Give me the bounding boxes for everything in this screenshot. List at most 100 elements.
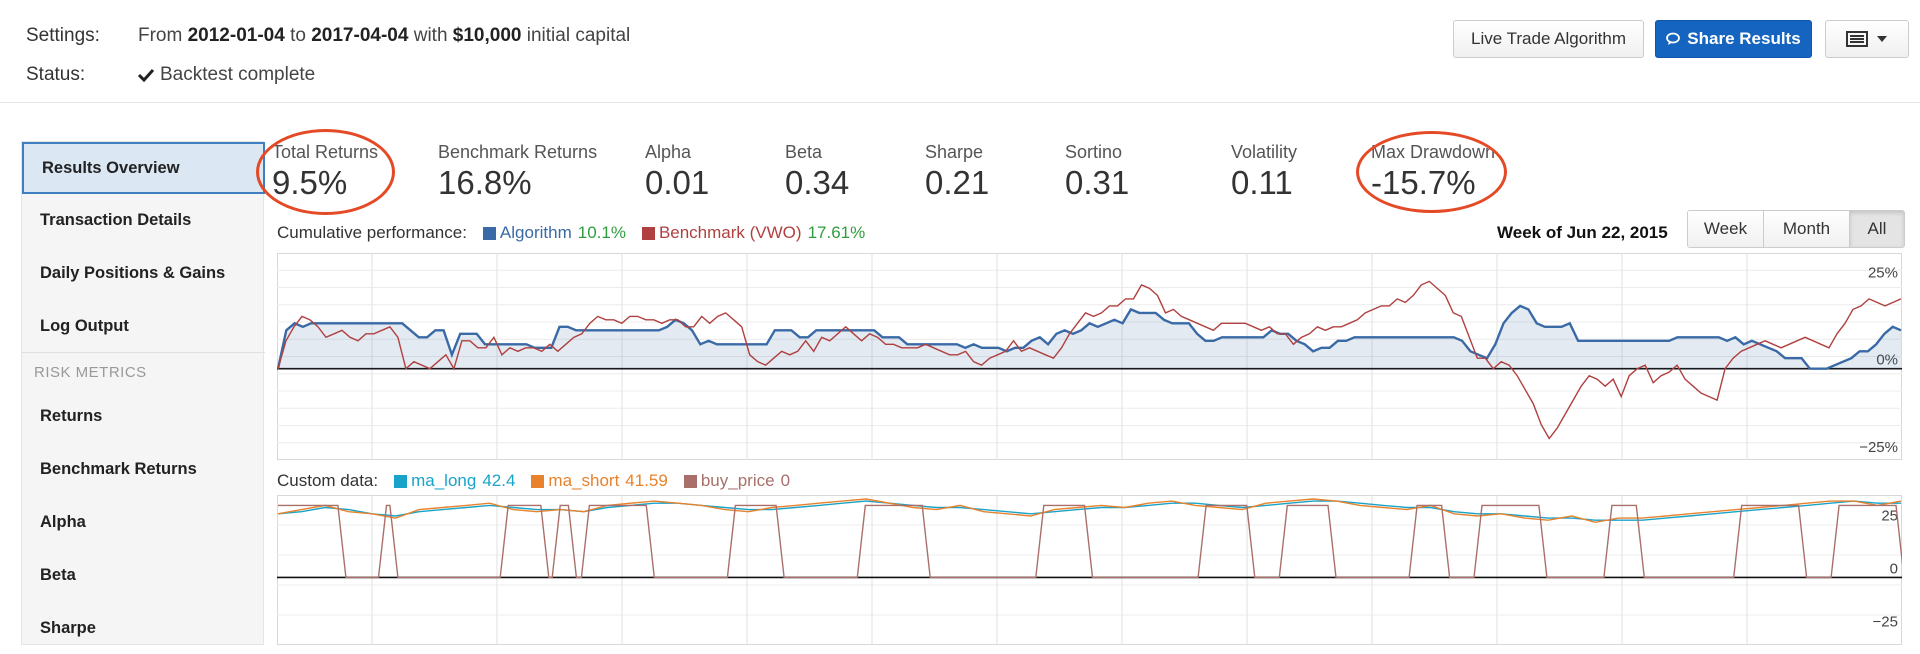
sidebar-item-label: Benchmark Returns [40,459,197,478]
week-of-label: Week of Jun 22, 2015 [1497,223,1668,242]
settings-text: From 2012-01-04 to 2017-04-04 with $10,0… [138,25,630,47]
legend-ma-long[interactable]: ma_long 42.4 [394,471,515,491]
metric-sharpe: Sharpe 0.21 [925,142,989,202]
live-trade-label: Live Trade Algorithm [1471,29,1626,48]
legend-ma-short-value: 41.59 [625,471,668,490]
sidebar-item-returns[interactable]: Returns [22,390,265,442]
series-line-ma-long [277,500,1901,521]
legend-ma-short-label: ma_short [548,471,620,490]
benchmark-swatch [641,226,655,240]
metric-sortino: Sortino 0.31 [1065,142,1129,202]
status-label: Status: [26,64,86,85]
settings-from: From [138,25,183,46]
buy-price-swatch [683,474,697,488]
legend-algorithm[interactable]: Algorithm 10.1% [482,223,626,243]
performance-legend: Cumulative performance: Algorithm 10.1% … [277,223,865,243]
sidebar-item-daily-positions[interactable]: Daily Positions & Gains [22,247,265,299]
sidebar-item-beta[interactable]: Beta [22,549,265,601]
sidebar-item-label: Results Overview [42,158,180,177]
metric-value: 0.21 [925,164,990,201]
series-line-algorithm [277,304,1902,370]
settings-label: Settings: [26,25,100,46]
highlight-circle-max-drawdown [1356,131,1507,213]
ma-short-swatch [531,474,545,488]
metric-label: Beta [785,142,823,162]
initial-capital: $10,000 [452,25,522,46]
legend-ma-long-label: ma_long [411,471,477,490]
chart-frame [277,495,1902,645]
performance-chart[interactable]: 25% 0% −25% [277,253,1902,460]
range-week-button[interactable]: Week [1688,211,1764,247]
custom-data-chart[interactable]: 25 0 −25 [277,495,1902,645]
series-line-buy-price [278,504,1902,579]
start-date: 2012-01-04 [187,25,285,46]
sidebar-item-benchmark-returns[interactable]: Benchmark Returns [22,443,265,495]
legend-ma-long-value: 42.4 [482,471,516,490]
custom-data-legend: Custom data: ma_long 42.4 ma_short 41.59… [277,471,790,491]
custom-data-label: Custom data: [277,471,379,490]
sidebar-item-label: Alpha [40,512,86,531]
metric-value: 0.01 [645,164,710,201]
legend-benchmark[interactable]: Benchmark (VWO) 17.61% [641,223,866,243]
legend-ma-short[interactable]: ma_short 41.59 [531,471,668,491]
comments-icon [1666,32,1681,45]
list-icon [1846,31,1868,47]
legend-algorithm-value: 10.1% [577,223,626,242]
y-tick-label: 25% [1868,264,1898,281]
share-label: Share Results [1687,29,1801,48]
range-month-button[interactable]: Month [1764,211,1850,247]
y-tick-label: −25 [1873,613,1898,630]
metric-label: Benchmark Returns [438,142,598,162]
metric-benchmark-returns: Benchmark Returns 16.8% [438,142,597,202]
settings-to: to [290,25,306,46]
metric-label: Volatility [1231,142,1298,162]
algorithm-swatch [482,226,496,240]
metric-label: Sortino [1065,142,1123,162]
end-date: 2017-04-04 [311,25,409,46]
range-all-button[interactable]: All [1850,211,1904,247]
sidebar-divider [22,352,265,353]
sidebar-item-sharpe[interactable]: Sharpe [22,602,265,654]
sidebar-item-label: Beta [40,565,76,584]
legend-buy-price[interactable]: buy_price 0 [683,471,790,491]
metric-value: 0.34 [785,164,850,201]
sidebar-item-label: Daily Positions & Gains [40,263,226,282]
legend-algorithm-label: Algorithm [499,223,572,242]
legend-benchmark-label: Benchmark (VWO) [658,223,802,242]
sidebar-item-results-overview[interactable]: Results Overview [22,142,265,194]
header: Settings: From 2012-01-04 to 2017-04-04 … [0,0,1920,103]
sidebar-item-label: Returns [40,406,103,425]
y-tick-label: 25 [1881,507,1898,524]
sidebar-item-label: Log Output [40,316,129,335]
algorithm-area [278,305,1901,369]
metric-label: Sharpe [925,142,984,162]
y-tick-label: 0 [1890,560,1898,577]
status-text: Backtest complete [160,64,316,85]
sidebar-item-label: Transaction Details [40,210,192,229]
view-menu-button[interactable] [1825,20,1909,58]
performance-label: Cumulative performance: [277,223,467,242]
settings-with: with [413,25,448,46]
settings-row: Settings: From 2012-01-04 to 2017-04-04 … [26,25,630,47]
status-row: Status: Backtest complete [26,64,315,86]
risk-metrics-heading: RISK METRICS [34,364,147,381]
y-tick-label: −25% [1859,439,1898,456]
metric-value: 0.31 [1065,164,1130,201]
sidebar-item-alpha[interactable]: Alpha [22,496,265,548]
sidebar-item-log-output[interactable]: Log Output [22,300,265,352]
y-tick-label: 0% [1876,352,1898,369]
status-value: Backtest complete [138,64,315,86]
share-results-button[interactable]: Share Results [1655,20,1812,58]
metric-beta: Beta 0.34 [785,142,849,202]
highlight-circle-total-returns [256,129,395,215]
metric-volatility: Volatility 0.11 [1231,142,1297,202]
checkmark-icon [138,68,154,82]
settings-capital-text: initial capital [526,25,631,46]
range-selector: Week Month All [1687,210,1905,248]
metric-value: 0.11 [1231,164,1293,201]
sidebar-item-transaction-details[interactable]: Transaction Details [22,194,265,246]
series-line-ma-short [277,498,1902,524]
legend-buy-price-label: buy_price [700,471,775,490]
live-trade-button[interactable]: Live Trade Algorithm [1453,20,1644,58]
legend-benchmark-value: 17.61% [807,223,866,242]
